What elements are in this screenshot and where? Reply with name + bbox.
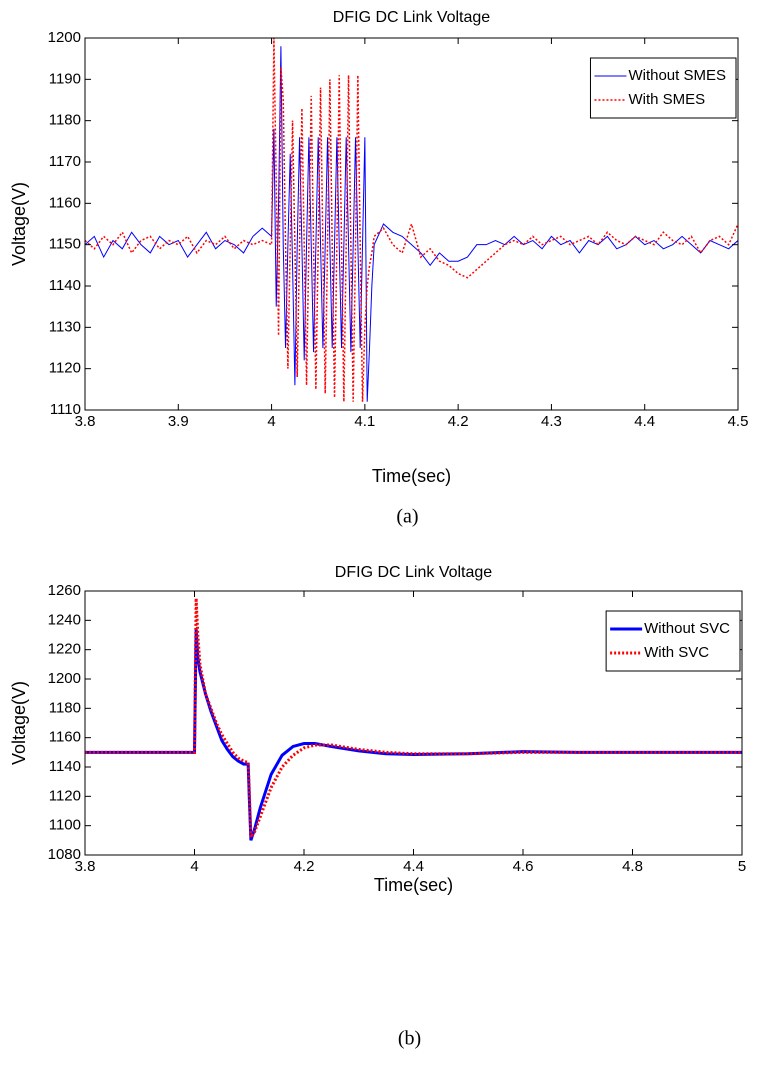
y-tick-label: 1110 <box>50 401 81 418</box>
data-line <box>85 598 742 843</box>
y-tick-label: 1080 <box>48 846 81 863</box>
x-tick-label: 4.3 <box>541 413 562 430</box>
legend-label: With SMES <box>628 91 705 108</box>
legend-label: Without SMES <box>628 67 726 84</box>
x-tick-label: 4 <box>190 858 198 875</box>
y-tick-label: 1180 <box>49 699 81 716</box>
data-line <box>85 38 738 402</box>
y-axis-label: Voltage(V) <box>9 182 29 266</box>
x-tick-label: 4.8 <box>622 858 643 875</box>
y-tick-label: 1130 <box>49 318 81 335</box>
y-tick-label: 1200 <box>48 670 81 687</box>
chart-title: DFIG DC Link Voltage <box>333 9 491 26</box>
y-tick-label: 1150 <box>49 236 81 253</box>
y-tick-label: 1100 <box>49 817 81 834</box>
chart-title: DFIG DC Link Voltage <box>335 564 493 581</box>
x-axis-label: Time(sec) <box>374 875 453 895</box>
x-tick-label: 4 <box>267 413 275 430</box>
y-tick-label: 1160 <box>49 194 81 211</box>
x-tick-label: 4.5 <box>728 413 749 430</box>
caption: (b) <box>398 1028 421 1050</box>
x-tick-label: 4.4 <box>403 858 424 875</box>
y-axis-label: Voltage(V) <box>9 681 29 765</box>
x-axis-label: Time(sec) <box>372 466 451 486</box>
y-tick-label: 1190 <box>49 70 81 87</box>
y-tick-label: 1260 <box>48 582 81 599</box>
x-tick-label: 4.1 <box>354 413 375 430</box>
x-tick-label: 4.4 <box>634 413 655 430</box>
y-tick-label: 1140 <box>49 277 81 294</box>
x-tick-label: 4.6 <box>513 858 534 875</box>
y-tick-label: 1170 <box>49 153 81 170</box>
x-tick-label: 3.8 <box>75 413 96 430</box>
legend-label: With SVC <box>644 644 709 661</box>
legend-box <box>589 57 737 119</box>
x-tick-label: 5 <box>738 858 746 875</box>
legend-box <box>605 610 741 672</box>
y-tick-label: 1160 <box>49 729 81 746</box>
caption: (a) <box>396 506 418 528</box>
x-tick-label: 3.8 <box>75 858 96 875</box>
y-tick-label: 1240 <box>48 611 81 628</box>
x-tick-label: 4.2 <box>294 858 315 875</box>
x-tick-label: 3.9 <box>168 413 189 430</box>
data-line <box>85 46 738 402</box>
y-tick-label: 1180 <box>49 112 81 129</box>
y-tick-label: 1120 <box>49 787 81 804</box>
y-tick-label: 1220 <box>48 641 81 658</box>
legend-label: Without SVC <box>644 620 730 637</box>
plot-frame <box>84 37 739 411</box>
x-tick-label: 4.2 <box>448 413 469 430</box>
y-tick-label: 1140 <box>49 758 81 775</box>
y-tick-label: 1120 <box>49 360 81 377</box>
y-tick-label: 1200 <box>48 29 81 46</box>
